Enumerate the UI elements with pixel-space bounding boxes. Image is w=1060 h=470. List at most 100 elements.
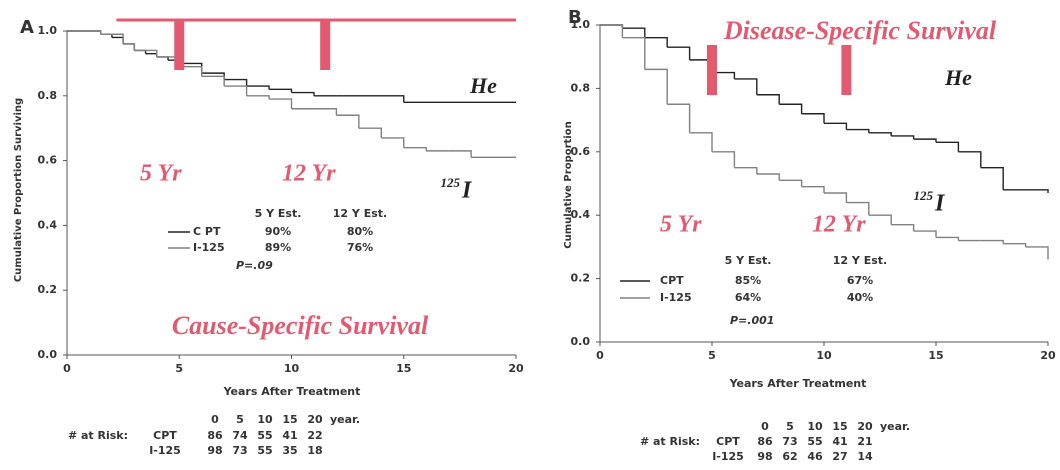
panel-label: A — [20, 17, 34, 38]
y-tick-label: 1.0 — [571, 18, 591, 31]
x-tick-label: 15 — [928, 349, 943, 362]
risk-group: CPT — [153, 429, 177, 442]
isotope-mass: 125 — [441, 175, 461, 190]
estimate-value: 40% — [847, 291, 873, 304]
risk-year: 20 — [857, 420, 873, 433]
survival-step — [201, 75, 225, 87]
estimate-value: 89% — [265, 241, 291, 254]
survival-step — [913, 138, 937, 143]
risk-count: 35 — [282, 444, 297, 457]
risk-count: 55 — [807, 435, 822, 448]
survival-step — [644, 68, 668, 105]
estimate-header: 12 Y Est. — [333, 207, 387, 220]
risk-count: 86 — [757, 435, 773, 448]
subtitle: Cause-Specific Survival — [172, 311, 429, 340]
survival-step — [734, 78, 758, 95]
survival-step — [667, 46, 691, 60]
subtitle: Disease-Specific Survival — [723, 16, 997, 45]
x-tick-label: 10 — [284, 362, 300, 375]
estimate-value: 67% — [847, 274, 873, 287]
survival-step — [134, 49, 158, 57]
y-tick-label: 0.4 — [38, 218, 58, 231]
risk-year: 15 — [832, 420, 847, 433]
p-value: P=.09 — [236, 259, 273, 272]
survival-step — [145, 52, 158, 57]
survival-step — [403, 146, 427, 151]
estimate-value: 64% — [735, 291, 761, 304]
survival-step — [123, 43, 136, 51]
risk-count: 86 — [207, 429, 223, 442]
risk-count: 73 — [232, 444, 247, 457]
x-tick-label: 0 — [63, 362, 71, 375]
he-label: He — [469, 73, 497, 98]
survival-step — [868, 214, 892, 225]
survival-step — [980, 239, 1004, 244]
survival-step — [600, 24, 624, 38]
survival-step — [1025, 246, 1049, 260]
survival-step — [1003, 189, 1049, 194]
survival-step — [644, 36, 668, 48]
risk-year: 0 — [211, 413, 219, 426]
survival-step — [269, 88, 293, 93]
marker-label: 12 Yr — [812, 212, 866, 238]
time-marker — [320, 20, 331, 70]
survival-step — [846, 201, 870, 216]
survival-step — [667, 103, 691, 133]
panel-label: B — [568, 7, 582, 28]
survival-step — [246, 95, 270, 100]
risk-label: # at Risk: — [640, 435, 700, 448]
time-marker — [707, 45, 717, 95]
risk-count: 14 — [857, 450, 873, 463]
survival-step — [801, 185, 825, 194]
risk-count: 74 — [232, 429, 248, 442]
survival-step — [622, 36, 646, 70]
survival-step — [448, 150, 472, 158]
isotope-symbol: I — [934, 191, 946, 217]
survival-step — [734, 166, 758, 174]
x-axis-label: Years After Treatment — [223, 385, 361, 398]
survival-step — [381, 137, 405, 148]
survival-step — [824, 122, 848, 130]
survival-step — [712, 71, 736, 79]
risk-group: I-125 — [712, 450, 744, 463]
risk-group: I-125 — [149, 444, 181, 457]
survival-step — [891, 135, 915, 140]
x-tick-label: 20 — [1040, 349, 1056, 362]
risk-count: 98 — [207, 444, 222, 457]
survival-step — [891, 224, 915, 232]
risk-count: 41 — [282, 429, 297, 442]
time-marker — [174, 20, 185, 70]
survival-step — [913, 230, 937, 238]
panel: B Cumulative Proportion Years After Treatm… — [563, 7, 1056, 463]
y-tick-label: 0.0 — [571, 335, 591, 348]
legend-label: CPT — [660, 274, 684, 287]
legend-label: C PT — [193, 225, 221, 238]
y-tick-label: 0.2 — [571, 272, 591, 285]
risk-count: 18 — [307, 444, 322, 457]
survival-step — [336, 95, 405, 103]
risk-count: 21 — [857, 435, 872, 448]
survival-step — [67, 30, 102, 35]
risk-count: 46 — [807, 450, 823, 463]
risk-year: 0 — [761, 420, 769, 433]
y-tick-label: 0.4 — [571, 208, 591, 221]
y-axis-label: Cumulative Proportion — [563, 121, 574, 248]
estimate-header: 12 Y Est. — [833, 254, 887, 267]
survival-step — [801, 113, 825, 124]
risk-year: 10 — [807, 420, 823, 433]
survival-step — [779, 103, 803, 114]
survival-step — [936, 236, 960, 241]
risk-count: 62 — [782, 450, 797, 463]
panel: A Cumulative Proportion Surviving Years Af… — [13, 17, 524, 457]
risk-label: # at Risk: — [68, 429, 128, 442]
x-tick-label: 0 — [596, 349, 604, 362]
survival-step — [958, 151, 982, 168]
survival-step — [336, 114, 360, 129]
y-tick-label: 0.6 — [571, 145, 591, 158]
he-label: He — [944, 65, 972, 90]
risk-count: 73 — [782, 435, 797, 448]
risk-count: 55 — [257, 444, 272, 457]
risk-count: 22 — [307, 429, 322, 442]
y-tick-label: 0.8 — [38, 89, 58, 102]
risk-count: 98 — [757, 450, 772, 463]
